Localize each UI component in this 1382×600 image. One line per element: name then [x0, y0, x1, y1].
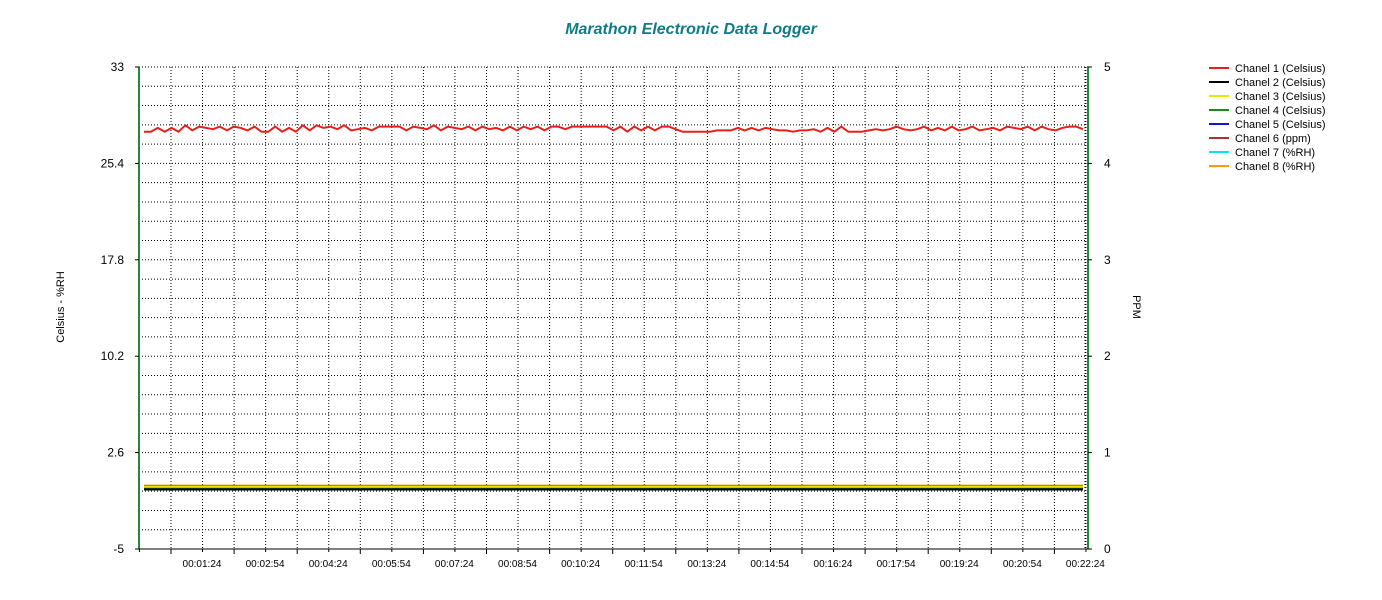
legend-label: Chanel 2 (Celsius)	[1235, 77, 1325, 89]
series-layer	[144, 124, 1084, 491]
legend-label: Chanel 7 (%RH)	[1235, 147, 1315, 159]
legend-label: Chanel 4 (Celsius)	[1235, 105, 1325, 117]
legend-label: Chanel 5 (Celsius)	[1235, 119, 1325, 131]
legend-label: Chanel 8 (%RH)	[1235, 161, 1315, 173]
legend-label: Chanel 1 (Celsius)	[1235, 63, 1325, 75]
axes: 33 25.4 17.8 10.2 2.6 -5 5 4 3 2 1 0 00:01:24 00:02:5…	[101, 60, 1111, 570]
y-axis-label: Celsius - %RH	[55, 271, 67, 343]
x-tick-label: 00:22:24	[1066, 559, 1105, 570]
x-tick-label: 00:07:24	[435, 559, 474, 570]
x-tick-label: 00:16:24	[814, 559, 853, 570]
y2-tick-label: 5	[1104, 60, 1111, 74]
y2-tick-label: 4	[1104, 156, 1111, 170]
y-tick-label: -5	[113, 542, 124, 556]
y2-tick-label: 1	[1104, 446, 1111, 460]
x-tick-label: 00:02:54	[246, 559, 285, 570]
x-tick-label: 00:20:54	[1003, 559, 1042, 570]
legend-label: Chanel 6 (ppm)	[1235, 133, 1311, 145]
x-tick-label: 00:05:54	[372, 559, 411, 570]
x-tick-label: 00:10:24	[561, 559, 600, 570]
y-tick-label: 17.8	[101, 253, 125, 267]
x-tick-label: 00:19:24	[940, 559, 979, 570]
y2-tick-label: 3	[1104, 253, 1111, 267]
chart-title: Marathon Electronic Data Logger	[565, 21, 817, 38]
y-tick-label: 33	[111, 60, 125, 74]
y-tick-label: 2.6	[107, 446, 124, 460]
x-tick-label: 00:08:54	[498, 559, 537, 570]
series-line-1	[144, 124, 1084, 133]
x-tick-label: 00:14:54	[750, 559, 789, 570]
y2-tick-label: 2	[1104, 349, 1111, 363]
grid	[139, 66, 1088, 549]
legend-label: Chanel 3 (Celsius)	[1235, 91, 1325, 103]
y2-axis-label: PPM	[1130, 295, 1142, 319]
y-tick-label: 25.4	[101, 156, 125, 170]
y2-tick-label: 0	[1104, 542, 1111, 556]
x-tick-label: 00:04:24	[309, 559, 348, 570]
x-tick-label: 00:01:24	[183, 559, 222, 570]
legend: Chanel 1 (Celsius) Chanel 2 (Celsius) Chan…	[1209, 63, 1325, 173]
x-tick-label: 00:13:24	[687, 559, 726, 570]
x-tick-label: 00:11:54	[625, 559, 664, 570]
y-tick-label: 10.2	[101, 349, 125, 363]
x-tick-label: 00:17:54	[877, 559, 916, 570]
